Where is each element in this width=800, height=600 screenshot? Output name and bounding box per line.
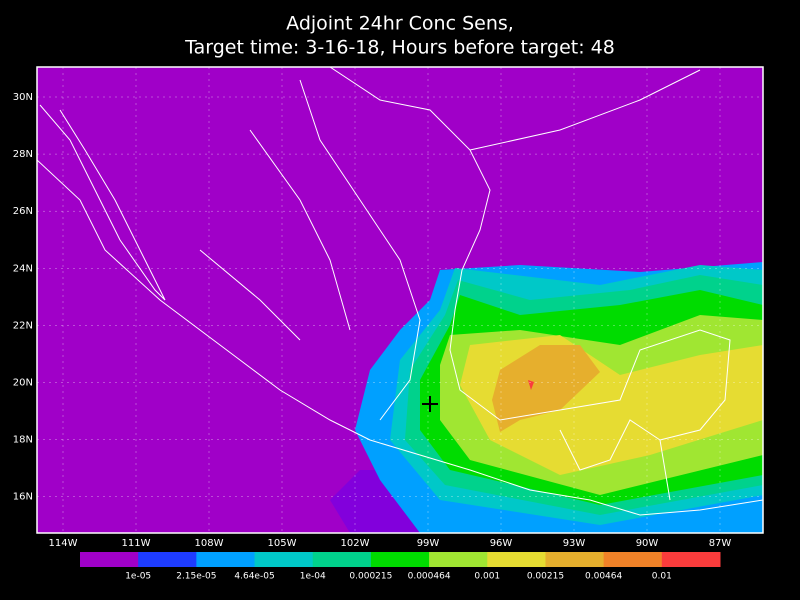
- lon-label: 93W: [563, 538, 586, 549]
- lat-label: 18N: [13, 435, 33, 446]
- lon-label: 90W: [636, 538, 659, 549]
- lat-label: 20N: [13, 378, 33, 389]
- title: Adjoint 24hr Conc Sens,: [286, 13, 514, 35]
- colorbar-box: [487, 552, 546, 567]
- map: [37, 67, 763, 533]
- lon-label: 99W: [417, 538, 440, 549]
- lon-label: 105W: [268, 538, 297, 549]
- subtitle: Target time: 3-16-18, Hours before targe…: [184, 37, 615, 59]
- colorbar-box: [196, 552, 256, 567]
- lon-label: 96W: [490, 538, 513, 549]
- lat-label: 24N: [13, 263, 33, 274]
- map-frame: [36, 66, 764, 534]
- lat-label: 16N: [13, 492, 33, 503]
- lat-label: 26N: [13, 206, 33, 217]
- colorbar-label: 0.01: [652, 572, 672, 582]
- colorbar-label: 0.00215: [527, 572, 564, 582]
- colorbar-box: [138, 552, 197, 567]
- lat-label: 22N: [13, 320, 33, 331]
- colorbar-label: 4.64e-05: [234, 572, 274, 582]
- colorbar-label: 1e-05: [125, 572, 151, 582]
- pacific-coast: [37, 159, 763, 516]
- lon-label: 111W: [122, 538, 151, 549]
- colorbar-box: [254, 552, 314, 567]
- us-coast: [469, 69, 701, 151]
- colorbar: 1e-05 2.15e-05 4.64e-05 1e-04 0.000215 0.0004…: [80, 552, 721, 582]
- target-marker: [422, 396, 438, 412]
- colorbar-box: [603, 552, 663, 567]
- colorbar-label: 0.001: [474, 572, 500, 582]
- colorbar-box: [80, 552, 139, 567]
- colorbar-box: [370, 552, 430, 567]
- baja-coast: [39, 104, 166, 301]
- colorbar-box: [429, 552, 488, 567]
- colorbar-box: [312, 552, 372, 567]
- lat-label: 28N: [13, 149, 33, 160]
- gridlines: [37, 67, 763, 533]
- colorbar-label: 1e-04: [300, 572, 326, 582]
- lon-label: 87W: [709, 538, 732, 549]
- borders: [199, 79, 671, 501]
- colorbar-label: 0.000215: [349, 572, 392, 582]
- field-contour: [492, 345, 600, 432]
- colorbar-label: 2.15e-05: [176, 572, 216, 582]
- lon-label: 108W: [195, 538, 224, 549]
- lon-label: 114W: [49, 538, 78, 549]
- lat-label: 30N: [13, 92, 33, 103]
- lon-label: 102W: [341, 538, 370, 549]
- colorbar-box: [661, 552, 721, 567]
- colorbar-label: 0.00464: [585, 572, 622, 582]
- colorbar-label: 0.000464: [408, 572, 451, 582]
- colorbar-box: [545, 552, 605, 567]
